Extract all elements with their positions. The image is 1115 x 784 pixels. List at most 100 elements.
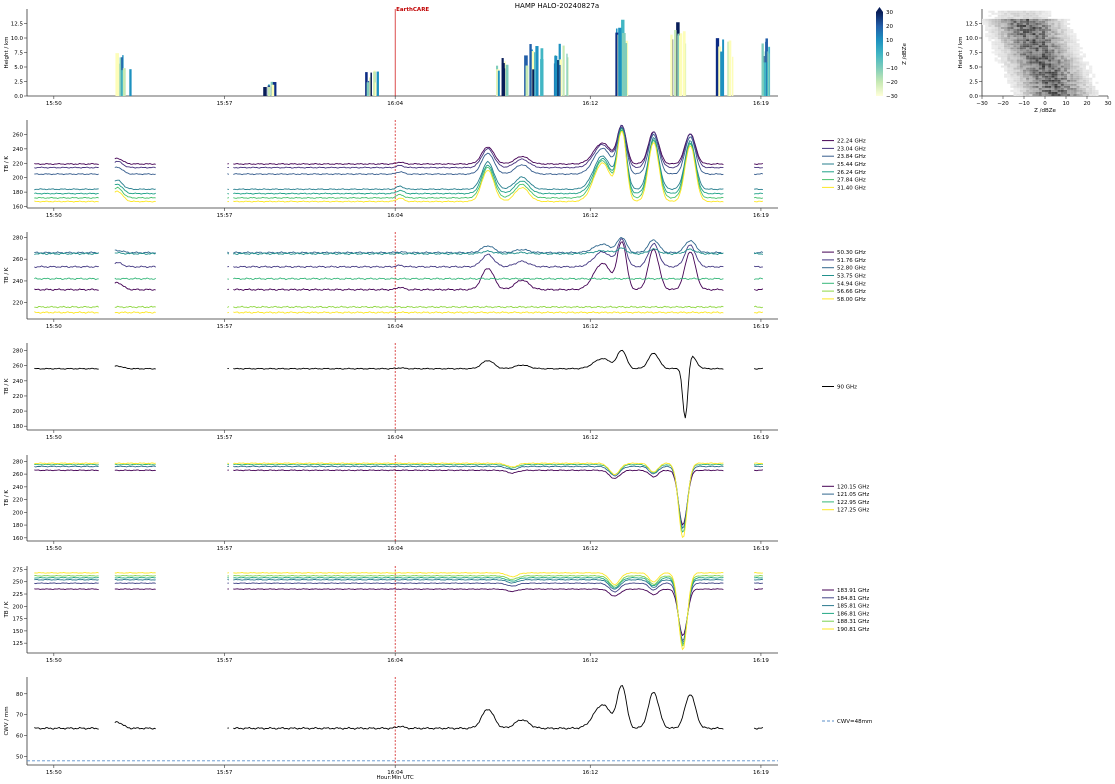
- cfad-cell: [1016, 79, 1020, 82]
- colorbar-tick-label: −10: [886, 66, 898, 72]
- cfad-cell: [1073, 53, 1077, 56]
- cfad-cell: [1016, 93, 1020, 96]
- cfad-cell: [1048, 20, 1052, 23]
- cfad-cell: [1000, 59, 1005, 62]
- cfad-cell: [1063, 39, 1068, 42]
- cwv-legend: CWV=48mm: [822, 719, 872, 725]
- cfad-cell: [1067, 75, 1071, 78]
- cfad-cell: [1035, 16, 1039, 19]
- radar-echo: [559, 64, 561, 96]
- cfad-cell: [1048, 83, 1052, 86]
- cfad-cell: [1063, 22, 1068, 25]
- cfad-cell: [1035, 49, 1039, 52]
- cfad-cell: [1041, 24, 1045, 27]
- cfad-cell: [1067, 69, 1071, 72]
- cfad-cell: [1013, 41, 1017, 44]
- cfad-cell: [1076, 81, 1080, 84]
- cfad-cell: [1035, 39, 1039, 42]
- cfad-cell: [1032, 75, 1036, 78]
- cfad-cell: [1016, 39, 1020, 42]
- cfad-cell: [1054, 65, 1058, 68]
- cfad-cell: [985, 35, 989, 38]
- cfad-cell: [1010, 10, 1014, 13]
- cfad-cell: [1000, 12, 1005, 15]
- cwv-series: [34, 685, 764, 730]
- cfad-cell: [1032, 49, 1036, 52]
- cfad-cell: [1026, 26, 1030, 30]
- cfad-cell: [1013, 69, 1017, 72]
- cfad-cell: [1013, 61, 1017, 64]
- cfad-cell: [1073, 41, 1077, 44]
- cfad-cell: [1022, 81, 1027, 84]
- cfad-axes: −30 −20 −10 0 10 20 30 0.0 2.5 5.0 7.5 10.0 12.5 Z /d…: [958, 9, 1112, 114]
- cfad-cell: [1038, 65, 1042, 68]
- cfad-cell: [988, 22, 992, 25]
- cfad-cell: [997, 31, 1001, 34]
- cwv-ytick-label: 60: [16, 734, 23, 740]
- radar-echo: [119, 57, 122, 96]
- cfad-cell: [1013, 47, 1017, 50]
- cfad-cell: [1019, 79, 1023, 82]
- v-band-legend-label: 52.80 GHz: [837, 266, 866, 272]
- cfad-cell: [1051, 89, 1055, 92]
- cfad-cell: [1045, 22, 1049, 25]
- cfad-cell: [982, 18, 986, 21]
- cfad-cell: [1000, 47, 1005, 50]
- f-band-series-line: [34, 465, 763, 529]
- cfad-cell: [1038, 29, 1042, 32]
- cfad-cell: [1041, 75, 1045, 78]
- cfad-cell: [988, 24, 992, 27]
- cfad-cell: [1026, 87, 1030, 90]
- cfad-cell: [1073, 35, 1077, 38]
- g-band-ytick-label: 225: [13, 592, 24, 598]
- cfad-cell: [1029, 39, 1033, 42]
- cfad-cell: [1032, 37, 1036, 40]
- cfad-cell: [1010, 57, 1014, 60]
- g-band-series: [34, 572, 763, 651]
- v-band-series-line: [34, 238, 763, 269]
- cfad-cell: [1022, 16, 1027, 19]
- cfad-cell: [1019, 83, 1023, 86]
- cfad-cell: [1004, 47, 1008, 50]
- cfad-cell: [1045, 81, 1049, 84]
- w-band-series: [34, 349, 764, 419]
- cfad-cell: [988, 26, 992, 30]
- cfad-cell: [1000, 35, 1005, 38]
- cwv-ylabel: CWV / mm: [4, 706, 10, 735]
- cfad-cell: [1013, 35, 1017, 38]
- cfad-cell: [1007, 39, 1011, 42]
- cfad-cell: [1063, 79, 1068, 82]
- k-band-ytick-label: 260: [13, 132, 24, 138]
- cfad-cell: [1057, 63, 1061, 66]
- cfad-cell: [1035, 59, 1039, 62]
- v-band-xtick-label: 16:04: [387, 324, 403, 330]
- cfad-cell: [1067, 33, 1071, 36]
- cfad-cell: [1004, 20, 1008, 23]
- cfad-cell: [1019, 69, 1023, 72]
- cfad-cell: [997, 45, 1001, 48]
- cfad-cell: [1048, 53, 1052, 56]
- cfad-cell: [1022, 71, 1027, 74]
- cfad-cell: [1067, 31, 1071, 34]
- cfad-cell: [1013, 55, 1017, 58]
- cfad-cell: [1004, 69, 1008, 72]
- cfad-cell: [1013, 26, 1017, 30]
- cfad-cell: [1019, 35, 1023, 38]
- cfad-cell: [1063, 18, 1068, 21]
- cfad-cell: [1041, 61, 1045, 64]
- cfad-cell: [1004, 10, 1008, 13]
- cfad-cell: [1026, 16, 1030, 19]
- cfad-cell: [1067, 49, 1071, 52]
- cfad-cell: [1013, 63, 1017, 66]
- cfad-cell: [1060, 63, 1064, 66]
- cfad-cell: [1038, 87, 1042, 90]
- cfad-ytick-label: 2.5: [969, 80, 978, 86]
- cfad-cell: [1010, 73, 1014, 76]
- f-band-xtick-label: 16:04: [387, 546, 403, 552]
- cfad-cell: [1057, 79, 1061, 82]
- cfad-cell: [1051, 91, 1055, 94]
- g-band-legend-label: 183.91 GHz: [837, 588, 869, 594]
- cfad-cell: [1045, 39, 1049, 42]
- cfad-cell: [1016, 18, 1020, 21]
